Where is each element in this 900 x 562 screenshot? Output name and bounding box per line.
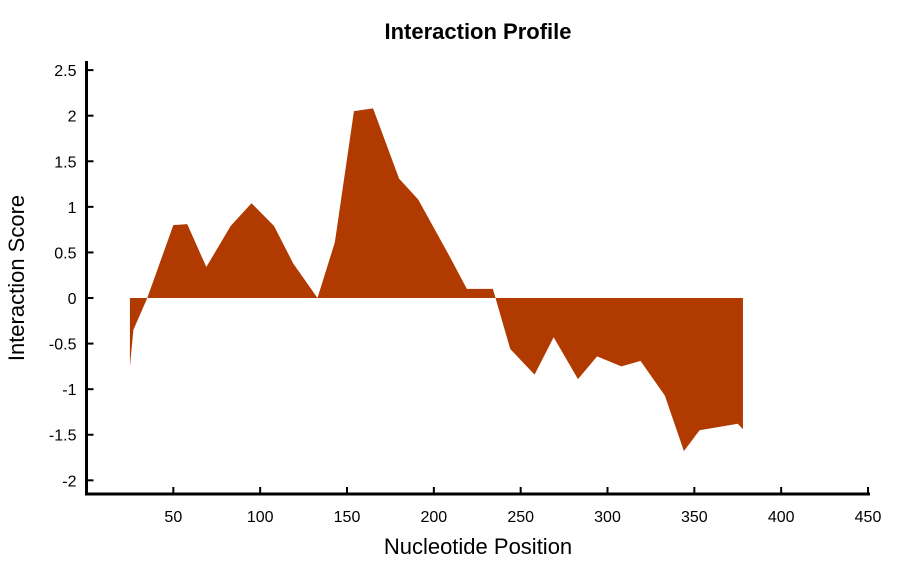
- x-tick-label: 350: [681, 509, 708, 526]
- x-tick-label: 100: [247, 509, 274, 526]
- y-tick-label: 0: [68, 291, 77, 308]
- y-tick-label: 1: [68, 200, 77, 217]
- x-tick-label: 200: [420, 509, 447, 526]
- x-tick-label: 400: [768, 509, 795, 526]
- y-tick-label: 0.5: [54, 245, 76, 262]
- y-tick-label: 1.5: [54, 154, 76, 171]
- y-tick-label: 2.5: [54, 63, 76, 80]
- x-tick-label: 300: [594, 509, 621, 526]
- x-axis-label: Nucleotide Position: [384, 534, 572, 559]
- area-series-0: [129, 108, 743, 452]
- plot-area: [129, 108, 743, 452]
- y-ticks: -2 -1.5 -1 -0.5 0 0.5 1 1.5 2 2.5: [49, 63, 94, 490]
- y-tick-label: -1.5: [49, 428, 77, 445]
- y-tick-label: -0.5: [49, 337, 77, 354]
- x-tick-label: 150: [334, 509, 361, 526]
- x-ticks: 50 100 150 200 250 300 350 400 450: [164, 487, 881, 526]
- y-axis-label: Interaction Score: [4, 195, 29, 361]
- y-tick-label: -2: [62, 473, 76, 490]
- axes: [85, 61, 870, 496]
- chart-title: Interaction Profile: [384, 19, 571, 44]
- x-tick-label: 250: [507, 509, 534, 526]
- y-tick-label: 2: [68, 109, 77, 126]
- x-tick-label: 450: [855, 509, 882, 526]
- x-tick-label: 50: [164, 509, 182, 526]
- y-tick-label: -1: [62, 382, 76, 399]
